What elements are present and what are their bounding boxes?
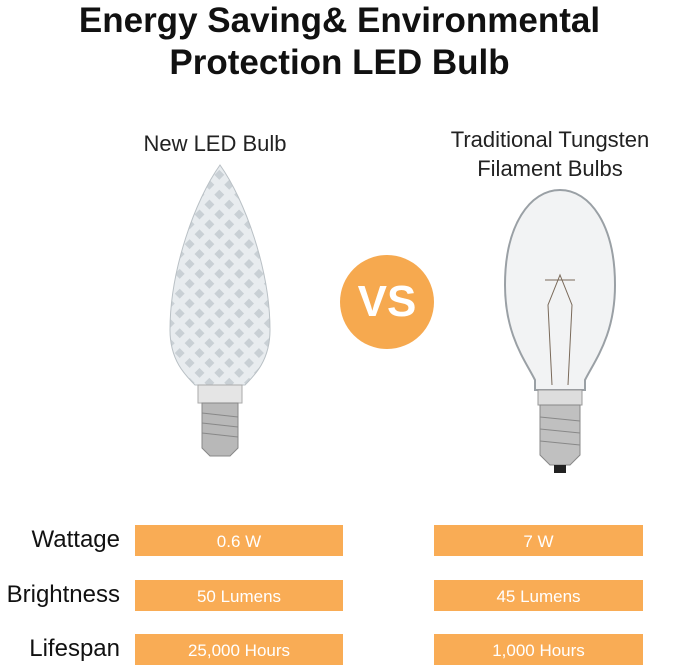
led-bulb-image [169, 164, 271, 457]
led-brightness-bar: 50 Lumens [135, 580, 343, 611]
title-line-2: Protection LED Bulb [169, 43, 510, 82]
led-label: New LED Bulb [143, 131, 287, 156]
tungsten-wattage-bar: 7 W [434, 525, 643, 556]
brightness-label: Brightness [6, 581, 120, 608]
led-wattage-bar: 0.6 W [135, 525, 343, 556]
tungsten-label-2: Filament Bulbs [477, 156, 623, 181]
tungsten-brightness-bar: 45 Lumens [434, 580, 643, 611]
vs-badge: VS [340, 255, 434, 349]
tungsten-label-1: Traditional Tungsten [450, 127, 650, 152]
tungsten-lifespan-bar: 1,000 Hours [434, 634, 643, 665]
led-lifespan-bar: 25,000 Hours [135, 634, 343, 665]
lifespan-label: Lifespan [29, 635, 120, 662]
title-line-1: Energy Saving& Environmental [78, 1, 601, 40]
tungsten-bulb-image [503, 188, 617, 473]
wattage-label: Wattage [31, 526, 121, 553]
